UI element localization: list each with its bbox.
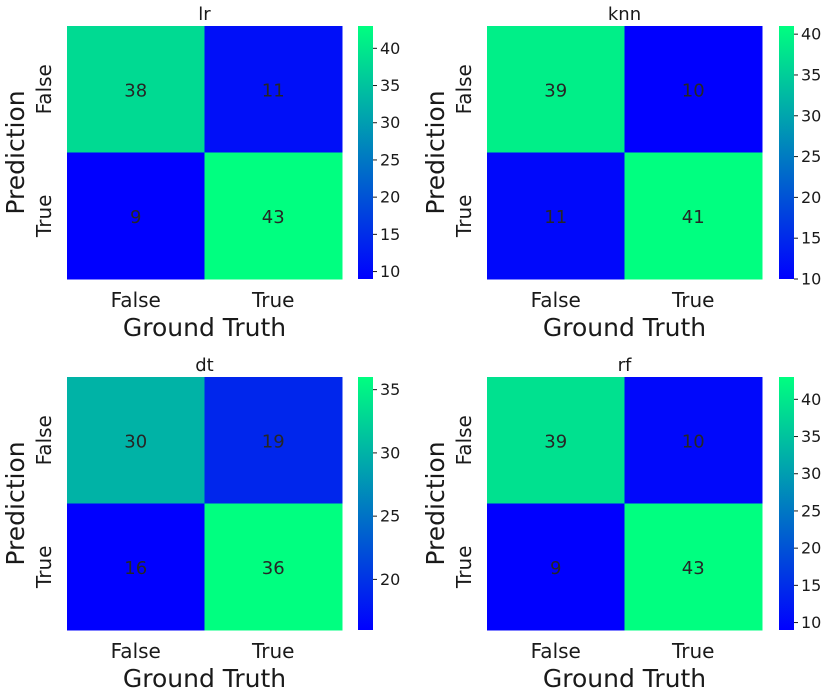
heatmap-cell <box>204 26 343 153</box>
y-axis-label: Prediction <box>421 441 450 565</box>
chart-title: lr <box>198 4 211 25</box>
x-tick-label: False <box>531 639 581 663</box>
cell-annotation: 16 <box>124 558 147 579</box>
colorbar-tick-label: 25 <box>801 147 821 166</box>
chart-title: rf <box>618 355 632 376</box>
colorbar-tick-label: 15 <box>801 229 821 248</box>
colorbar-tick-label: 30 <box>380 113 400 132</box>
heatmap-cell <box>487 503 625 631</box>
y-tick-label: True <box>452 195 476 238</box>
x-tick-label: False <box>531 288 581 312</box>
cell-annotation: 9 <box>130 207 141 228</box>
cell-annotation: 19 <box>262 431 285 452</box>
colorbar-tick-label: 30 <box>380 443 400 462</box>
cell-annotation: 11 <box>262 80 285 101</box>
x-tick-label: True <box>251 639 294 663</box>
chart-title: knn <box>608 4 641 25</box>
colorbar-tick-label: 25 <box>380 507 400 526</box>
colorbar-tick-label: 40 <box>380 39 400 58</box>
cell-annotation: 11 <box>544 207 567 228</box>
colorbar-tick-label: 20 <box>801 539 821 558</box>
heatmap-cell <box>624 503 763 631</box>
colorbar-tick-label: 35 <box>801 427 821 446</box>
heatmap-cell <box>624 377 763 504</box>
colorbar-tick-label: 25 <box>380 150 400 169</box>
colorbar-tick-label: 25 <box>801 501 821 520</box>
colorbar <box>779 377 794 630</box>
cell-annotation: 9 <box>550 558 561 579</box>
y-tick-label: False <box>452 415 476 465</box>
y-tick-label: True <box>452 546 476 589</box>
chart-title: dt <box>195 355 213 376</box>
x-tick-label: False <box>111 639 161 663</box>
heatmap-cell <box>487 152 625 280</box>
y-axis-label: Prediction <box>1 441 30 565</box>
colorbar-tick-label: 30 <box>801 464 821 483</box>
heatmap-cell <box>67 152 205 280</box>
y-tick-label: False <box>32 415 56 465</box>
x-axis-label: Ground Truth <box>543 664 706 693</box>
y-tick-label: False <box>452 64 476 114</box>
heatmap-cell <box>67 503 205 631</box>
heatmap-cell <box>204 152 343 280</box>
colorbar-tick-label: 10 <box>801 270 821 289</box>
x-axis-label: Ground Truth <box>543 313 706 342</box>
cell-annotation: 41 <box>682 207 705 228</box>
cell-annotation: 43 <box>682 558 705 579</box>
y-axis-label: Prediction <box>1 90 30 214</box>
y-tick-label: True <box>32 195 56 238</box>
cell-annotation: 39 <box>544 80 567 101</box>
colorbar <box>358 26 373 279</box>
colorbar-tick-label: 20 <box>380 188 400 207</box>
colorbar-tick-label: 10 <box>801 613 821 632</box>
heatmap-cell <box>487 26 625 153</box>
colorbar <box>358 377 373 630</box>
cell-annotation: 43 <box>262 207 285 228</box>
colorbar-tick-label: 15 <box>380 225 400 244</box>
colorbar-tick-label: 20 <box>380 570 400 589</box>
cell-annotation: 38 <box>124 80 147 101</box>
colorbar-tick-label: 35 <box>380 380 400 399</box>
x-tick-label: True <box>671 639 714 663</box>
heatmap-cell <box>67 26 205 153</box>
y-axis-label: Prediction <box>421 90 450 214</box>
colorbar-tick-label: 40 <box>801 25 821 44</box>
colorbar <box>779 26 794 279</box>
y-tick-label: False <box>32 64 56 114</box>
cell-annotation: 30 <box>124 431 147 452</box>
x-axis-label: Ground Truth <box>123 313 286 342</box>
cell-annotation: 36 <box>262 558 285 579</box>
colorbar-tick-label: 10 <box>380 262 400 281</box>
x-axis-label: Ground Truth <box>123 664 286 693</box>
colorbar-tick-label: 35 <box>801 65 821 84</box>
colorbar-tick-label: 40 <box>801 390 821 409</box>
heatmap-cell <box>204 377 343 504</box>
heatmap-cell <box>487 377 625 504</box>
x-tick-label: True <box>671 288 714 312</box>
colorbar-tick-label: 30 <box>801 106 821 125</box>
heatmap-cell <box>624 26 763 153</box>
heatmap-cell <box>624 152 763 280</box>
heatmap-cell <box>67 377 205 504</box>
cell-annotation: 10 <box>682 80 705 101</box>
colorbar-tick-label: 15 <box>801 576 821 595</box>
heatmap-cell <box>204 503 343 631</box>
colorbar-tick-label: 35 <box>380 76 400 95</box>
x-tick-label: True <box>251 288 294 312</box>
y-tick-label: True <box>32 546 56 589</box>
colorbar-tick-label: 20 <box>801 188 821 207</box>
cell-annotation: 39 <box>544 431 567 452</box>
cell-annotation: 10 <box>682 431 705 452</box>
x-tick-label: False <box>111 288 161 312</box>
